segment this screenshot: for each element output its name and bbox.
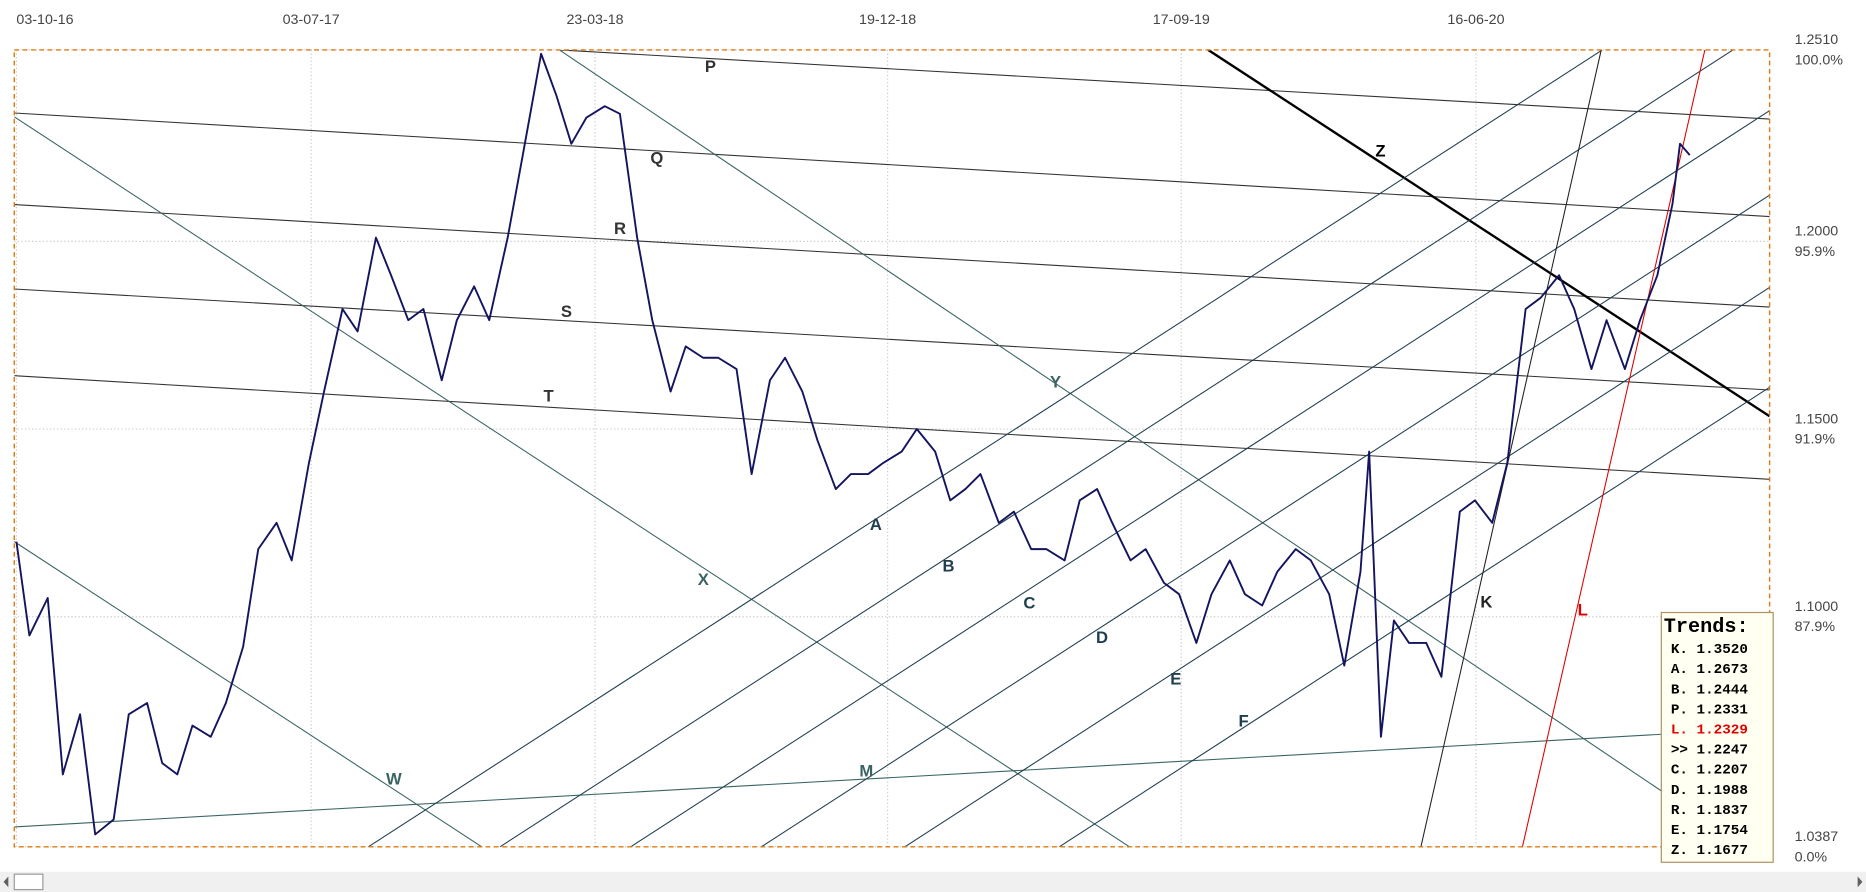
trend-label: P	[705, 57, 716, 76]
trend-row: E. 1.1754	[1671, 823, 1749, 839]
trend-label: Q	[650, 149, 663, 168]
trend-line	[368, 49, 1603, 847]
panel-title: Trends:	[1664, 616, 1749, 639]
trend-line	[14, 541, 483, 847]
trend-label: K	[1480, 592, 1492, 611]
trend-line	[1058, 386, 1770, 847]
trend-label: Y	[1050, 372, 1061, 391]
trend-label: L	[1578, 601, 1588, 620]
trend-label: C	[1023, 594, 1035, 613]
price-line	[15, 52, 1691, 836]
trend-line	[904, 286, 1770, 847]
trend-label: D	[1096, 628, 1108, 647]
trend-label: Z	[1375, 142, 1385, 161]
trend-line	[14, 727, 1770, 828]
scroll-track[interactable]	[0, 871, 1866, 892]
trend-row: R. 1.1837	[1671, 803, 1748, 819]
trends-panel: Trends: K. 1.3520 A. 1.2673 B. 1.2444 P. 1.…	[1660, 611, 1774, 863]
trend-row: B. 1.2444	[1671, 682, 1749, 698]
x-tick-label: 19-12-18	[859, 12, 916, 28]
trend-line	[14, 288, 1770, 391]
y-tick-label: 1.1500	[1795, 411, 1839, 427]
trend-label: B	[942, 557, 954, 576]
trend-row: L. 1.2329	[1671, 723, 1748, 739]
trend-line	[630, 110, 1770, 847]
trend-row: D. 1.1988	[1671, 783, 1748, 799]
trend-line	[14, 116, 1130, 847]
trend-label: S	[561, 302, 572, 321]
y-tick-label: 1.1000	[1795, 599, 1839, 615]
x-tick-label: 03-10-16	[16, 12, 73, 28]
trend-label: E	[1170, 670, 1181, 689]
y-tick-label: 1.0387	[1795, 829, 1839, 845]
trend-line	[1207, 49, 1770, 418]
scroll-left[interactable]	[3, 876, 9, 888]
trend-label: W	[386, 770, 402, 789]
y-tick-label: 1.2000	[1795, 224, 1839, 240]
trend-row: K. 1.3520	[1671, 642, 1748, 658]
trend-line	[14, 204, 1770, 308]
trend-row: >> 1.2247	[1671, 743, 1748, 759]
panel-box	[1660, 611, 1774, 863]
labels: 03-10-16 03-07-17 23-03-18 19-12-18 17-09-19…	[16, 12, 1843, 865]
trend-row: C. 1.2207	[1671, 763, 1748, 779]
trend-label: R	[614, 219, 626, 238]
y-tick-pct-label: 87.9%	[1795, 619, 1836, 635]
y-tick-label: 1.2510	[1795, 32, 1839, 48]
trend-label: F	[1239, 711, 1249, 730]
x-tick-label: 03-07-17	[283, 12, 340, 28]
grid	[14, 49, 1770, 848]
trend-label: X	[698, 570, 709, 589]
y-tick-pct-label: 100.0%	[1795, 52, 1844, 68]
trend-line	[559, 49, 1770, 120]
scroll-thumb[interactable]	[13, 873, 44, 891]
trend-row: Z. 1.1677	[1671, 843, 1748, 859]
y-tick-pct-label: 0.0%	[1795, 849, 1828, 865]
scrollbar[interactable]	[0, 871, 1866, 892]
x-tick-label: 23-03-18	[567, 12, 624, 28]
trend-line	[499, 49, 1734, 847]
scroll-right[interactable]	[1857, 876, 1863, 888]
trend-label: T	[544, 387, 554, 406]
trend-lines	[14, 49, 1770, 847]
trend-label: A	[870, 515, 882, 534]
trend-line	[760, 194, 1770, 847]
trend-row: P. 1.2331	[1671, 702, 1748, 718]
price-series	[15, 52, 1691, 836]
plot-border	[13, 49, 1771, 848]
trend-line	[14, 375, 1770, 480]
y-tick-pct-label: 95.9%	[1795, 244, 1836, 260]
trend-line	[14, 112, 1770, 218]
x-tick-label: 17-09-19	[1153, 12, 1210, 28]
trend-row: A. 1.2673	[1671, 662, 1748, 678]
y-tick-pct-label: 91.9%	[1795, 432, 1836, 448]
trend-line	[559, 49, 1746, 847]
trend-label: M	[859, 761, 873, 780]
trend-line	[1420, 49, 1602, 847]
x-tick-label: 16-06-20	[1447, 12, 1504, 28]
